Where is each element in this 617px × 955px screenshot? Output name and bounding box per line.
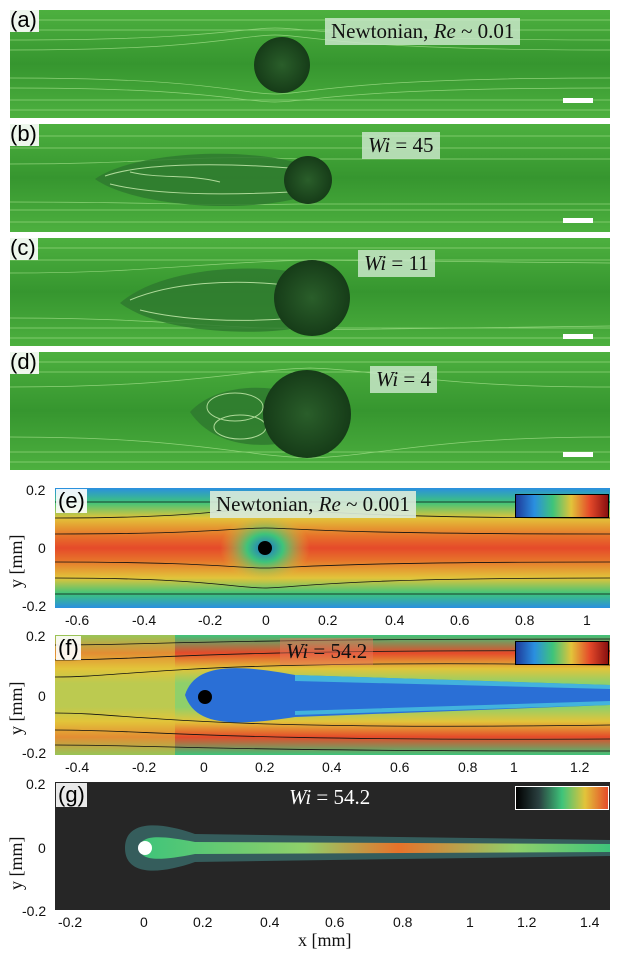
scale-bar-d bbox=[563, 452, 593, 457]
scale-bar-b bbox=[563, 218, 593, 223]
panel-label-e: (e) bbox=[56, 488, 87, 513]
streakline-image-b bbox=[10, 124, 610, 232]
scale-bar-a bbox=[563, 98, 593, 103]
xtick: 0.2 bbox=[255, 759, 275, 775]
xtick: 1 bbox=[510, 759, 518, 775]
x-axis-label-g: x [mm] bbox=[298, 930, 352, 950]
y-axis-label-f: y [mm] bbox=[6, 681, 26, 736]
ytick: -0.2 bbox=[22, 903, 47, 919]
xtick: -0.2 bbox=[58, 914, 83, 930]
panel-title-d: Wi = 4 bbox=[370, 366, 438, 393]
panel-title-f: Wi = 54.2 bbox=[280, 638, 374, 665]
xtick: 0 bbox=[200, 759, 208, 775]
xtick: 0.8 bbox=[393, 914, 413, 930]
colorbar-e bbox=[515, 494, 609, 518]
ytick: -0.2 bbox=[22, 598, 47, 614]
xtick: 0 bbox=[140, 914, 148, 930]
velocity-map-e: (e) Newtonian, Re ~ 0.001 bbox=[55, 488, 610, 608]
panel-label-g: (g) bbox=[56, 782, 87, 807]
xtick: -0.2 bbox=[198, 612, 223, 628]
ytick: 0.2 bbox=[26, 628, 46, 644]
panel-label-c: (c) bbox=[10, 238, 38, 260]
panel-label-d: (d) bbox=[10, 352, 39, 374]
ytick: 0 bbox=[38, 840, 46, 856]
xtick: 1.4 bbox=[580, 914, 600, 930]
xtick: 0.2 bbox=[318, 612, 338, 628]
velocity-map-f: (f) Wi = 54.2 bbox=[55, 635, 610, 755]
ytick: 0 bbox=[38, 688, 46, 704]
xtick: 0.6 bbox=[450, 612, 470, 628]
xtick: 0.4 bbox=[322, 759, 342, 775]
y-axis-label-e: y [mm] bbox=[6, 534, 26, 589]
photo-panel-a: (a) Newtonian, Re ~ 0.01 bbox=[10, 10, 610, 118]
xtick: 0.4 bbox=[260, 914, 280, 930]
panel-title-c: Wi = 11 bbox=[358, 250, 435, 277]
xtick: 1.2 bbox=[517, 914, 537, 930]
panel-title-g: Wi = 54.2 bbox=[289, 785, 371, 809]
panel-label-f: (f) bbox=[56, 635, 81, 660]
photo-panel-c: (c) Wi = 11 bbox=[10, 238, 610, 346]
xtick: 0.2 bbox=[193, 914, 213, 930]
xtick: 1 bbox=[583, 612, 591, 628]
streakline-image-d bbox=[10, 352, 610, 470]
xtick: -0.2 bbox=[132, 759, 157, 775]
colorbar-g bbox=[515, 786, 609, 810]
scale-bar-c bbox=[563, 334, 593, 339]
panel-label-b: (b) bbox=[10, 124, 39, 146]
intensity-map-g: (g) Wi = 54.2 bbox=[55, 782, 610, 910]
y-axis-label-g: y [mm] bbox=[6, 836, 26, 891]
ytick: -0.2 bbox=[22, 745, 47, 761]
streakline-image-c bbox=[10, 238, 610, 346]
xtick: 0.6 bbox=[325, 914, 345, 930]
velocity-field-f bbox=[55, 635, 610, 755]
ytick: 0.2 bbox=[26, 776, 46, 792]
xtick: 0 bbox=[262, 612, 270, 628]
ytick: 0 bbox=[38, 540, 46, 556]
panel-title-e: Newtonian, Re ~ 0.001 bbox=[210, 491, 416, 518]
xtick: -0.6 bbox=[65, 612, 90, 628]
ytick: 0.2 bbox=[26, 482, 46, 498]
xtick: -0.4 bbox=[65, 759, 90, 775]
panel-title-b: Wi = 45 bbox=[362, 132, 440, 159]
colorbar-f bbox=[515, 641, 609, 665]
xtick: 1 bbox=[466, 914, 474, 930]
photo-panel-d: (d) Wi = 4 bbox=[10, 352, 610, 470]
xtick: 0.8 bbox=[458, 759, 478, 775]
panel-label-a: (a) bbox=[10, 10, 39, 32]
xtick: 0.6 bbox=[390, 759, 410, 775]
xtick: 1.2 bbox=[570, 759, 590, 775]
xtick: 0.4 bbox=[385, 612, 405, 628]
xtick: 0.8 bbox=[515, 612, 535, 628]
photo-panel-b: (b) Wi = 45 bbox=[10, 124, 610, 232]
panel-title-a: Newtonian, Re ~ 0.01 bbox=[325, 18, 521, 45]
xtick: -0.4 bbox=[132, 612, 157, 628]
